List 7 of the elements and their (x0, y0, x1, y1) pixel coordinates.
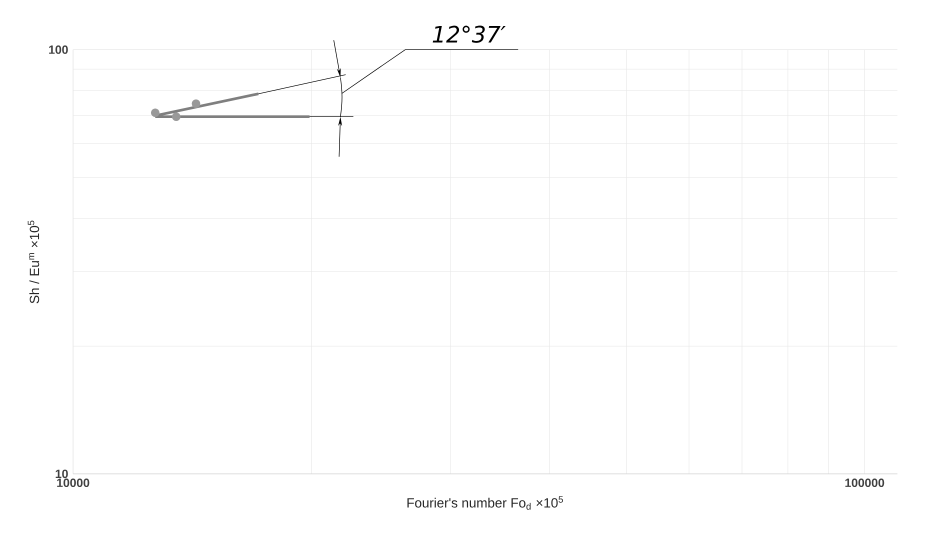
x-axis-title: Fourier's number Fo$_{d}$ ×10$^{5}$ (407, 496, 564, 510)
y-tick-label: 10 (56, 470, 68, 478)
x-tick-label: 100000 (845, 478, 884, 488)
y-tick-label: 100 (49, 45, 68, 54)
y-axis-title: Sh / Eu$^{m}$ ×10$^{5}$ (28, 220, 40, 304)
x-tick-label: 10000 (57, 478, 90, 488)
text: 12°37′ (432, 26, 506, 43)
